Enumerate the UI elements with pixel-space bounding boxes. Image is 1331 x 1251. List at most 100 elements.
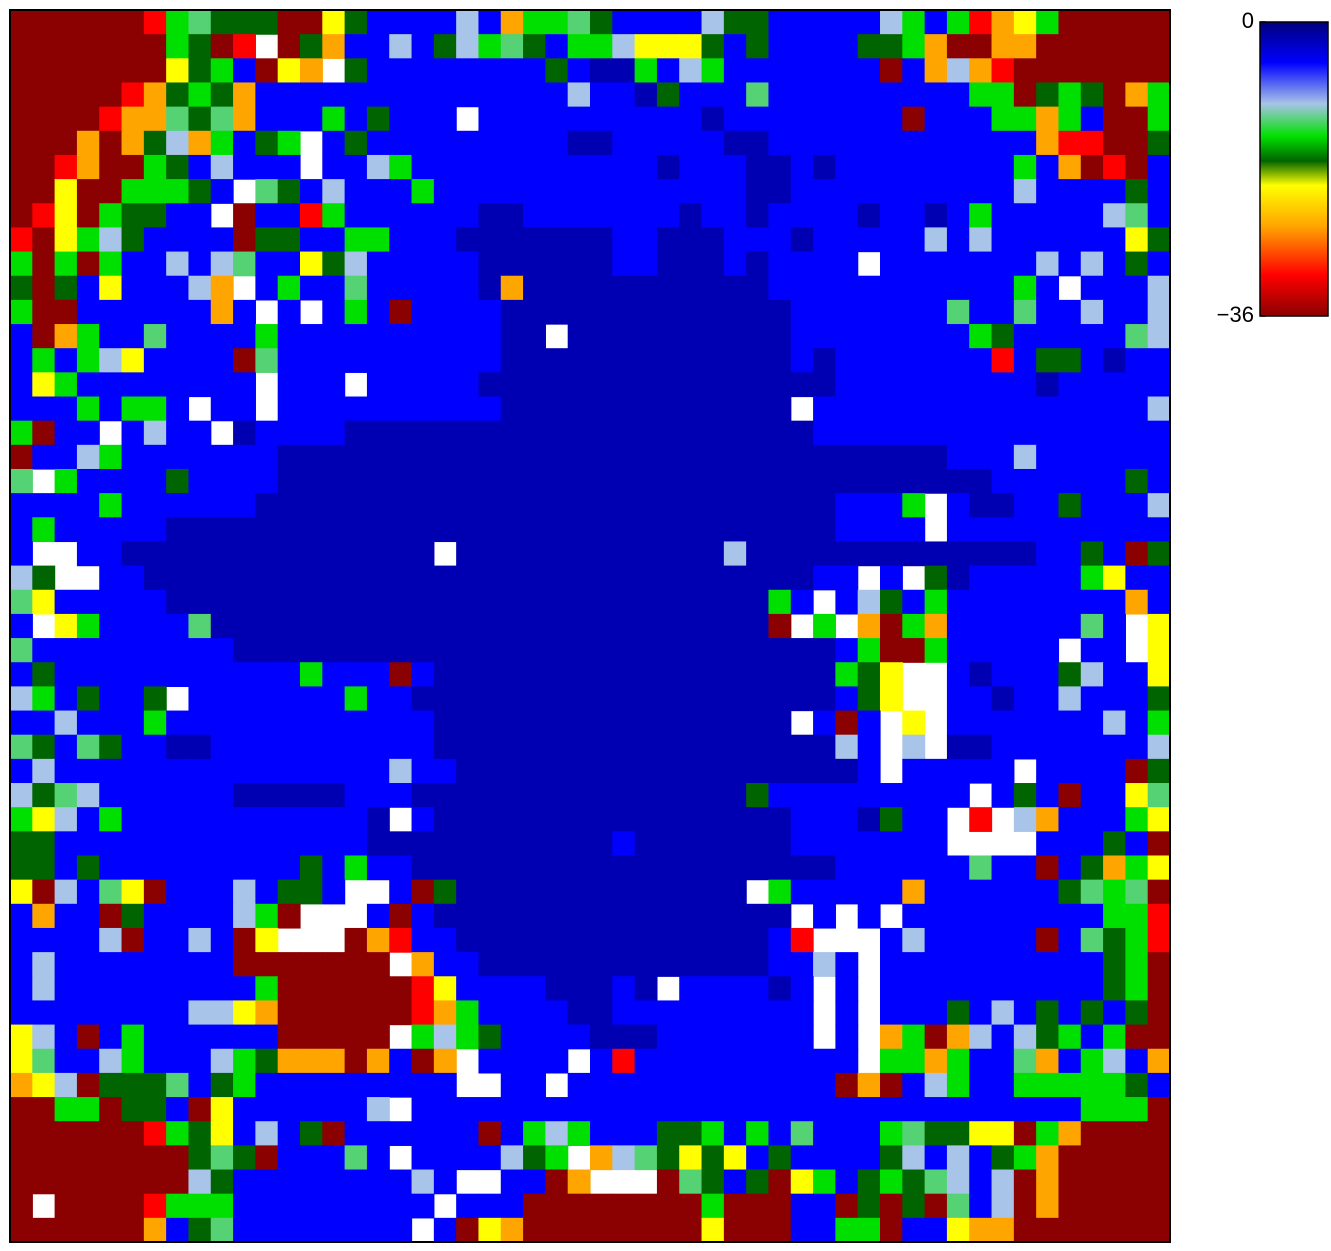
cell	[567, 855, 591, 881]
cell	[500, 468, 524, 494]
cell	[54, 783, 78, 808]
cell	[32, 638, 56, 663]
cell	[143, 154, 167, 180]
cell	[456, 807, 480, 832]
cell	[790, 1048, 814, 1074]
cell	[1125, 758, 1149, 784]
cell	[433, 1217, 457, 1243]
cell	[545, 372, 569, 398]
cell	[1147, 106, 1171, 132]
cell	[1125, 734, 1149, 760]
cell	[366, 324, 390, 349]
cell	[54, 638, 78, 663]
cell	[456, 1097, 480, 1122]
cell	[322, 1169, 346, 1195]
cell	[277, 565, 301, 591]
cell	[99, 299, 123, 325]
cell	[1147, 299, 1171, 325]
cell	[411, 58, 435, 84]
cell	[188, 638, 212, 663]
cell	[1013, 1048, 1037, 1074]
cell	[946, 106, 970, 132]
cell	[656, 299, 680, 325]
cell	[411, 82, 435, 108]
cell	[1013, 952, 1037, 977]
cell	[567, 1193, 591, 1219]
cell	[946, 952, 970, 977]
cell	[523, 179, 546, 204]
cell	[612, 952, 636, 977]
cell	[1125, 372, 1149, 398]
cell	[701, 662, 725, 687]
cell	[389, 976, 413, 1002]
cell	[322, 106, 346, 132]
cell	[656, 613, 680, 639]
cell	[1125, 251, 1149, 277]
cell	[612, 903, 636, 929]
cell	[389, 1121, 413, 1146]
cell	[612, 734, 636, 760]
cell	[411, 1169, 435, 1195]
cell	[902, 1072, 926, 1098]
cell	[478, 903, 502, 929]
cell	[857, 275, 881, 301]
cell	[902, 420, 926, 446]
cell	[768, 686, 792, 712]
cell	[701, 251, 725, 277]
cell	[880, 1193, 903, 1219]
cell	[991, 444, 1015, 470]
cell	[790, 952, 814, 977]
cell	[590, 1048, 613, 1074]
cell	[10, 444, 33, 470]
cell	[166, 710, 190, 736]
cell	[612, 831, 636, 857]
cell	[210, 1024, 234, 1050]
cell	[1036, 34, 1060, 59]
cell	[99, 1097, 123, 1122]
cell	[166, 1193, 190, 1219]
cell	[590, 203, 613, 229]
cell	[76, 855, 100, 881]
cell	[1080, 493, 1104, 518]
cell	[277, 903, 301, 929]
cell	[500, 1169, 524, 1195]
cell	[99, 444, 123, 470]
cell	[790, 227, 814, 253]
cell	[10, 10, 33, 35]
cell	[790, 734, 814, 760]
cell	[1103, 1000, 1126, 1026]
cell	[456, 251, 480, 277]
cell	[1036, 251, 1060, 277]
cell	[188, 1169, 212, 1195]
cell	[790, 686, 814, 712]
cell	[946, 275, 970, 301]
cell	[121, 758, 145, 784]
cell	[76, 734, 100, 760]
cell	[634, 372, 658, 398]
cell	[366, 1000, 390, 1026]
cell	[366, 444, 390, 470]
cell	[1103, 1193, 1126, 1219]
cell	[166, 299, 190, 325]
cell	[456, 734, 480, 760]
cell	[969, 251, 993, 277]
cell	[612, 565, 636, 591]
cell	[277, 58, 301, 84]
cell	[567, 154, 591, 180]
cell	[545, 1121, 569, 1146]
cell	[701, 758, 725, 784]
cell	[210, 154, 234, 180]
cell	[768, 34, 792, 59]
cell	[344, 275, 368, 301]
cell	[1125, 807, 1149, 832]
cell	[1058, 662, 1082, 687]
cell	[813, 783, 836, 808]
cell	[433, 1072, 457, 1098]
cell	[478, 952, 502, 977]
cell	[322, 493, 346, 518]
cell	[121, 903, 145, 929]
cell	[1147, 275, 1171, 301]
cell	[411, 1048, 435, 1074]
cell	[10, 396, 33, 422]
cell	[99, 1000, 123, 1026]
